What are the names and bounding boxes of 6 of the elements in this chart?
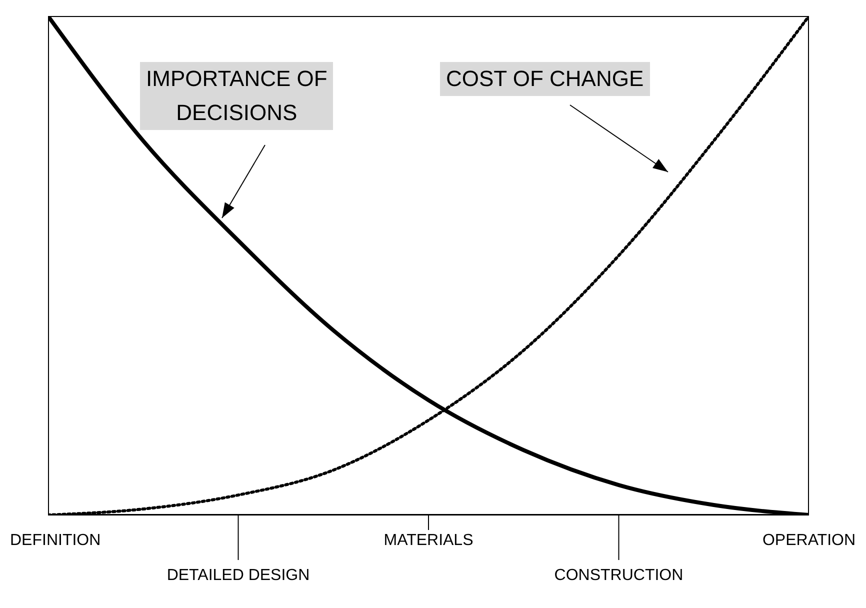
- x-tick-label: CONSTRUCTION: [554, 567, 684, 584]
- x-tick-label: MATERIALS: [384, 532, 474, 549]
- x-tick-label: OPERATION: [762, 532, 856, 549]
- annotation: COST OF CHANGE: [446, 65, 644, 93]
- x-tick-label: DETAILED DESIGN: [166, 567, 310, 584]
- x-tick-label: DEFINITION: [10, 532, 101, 549]
